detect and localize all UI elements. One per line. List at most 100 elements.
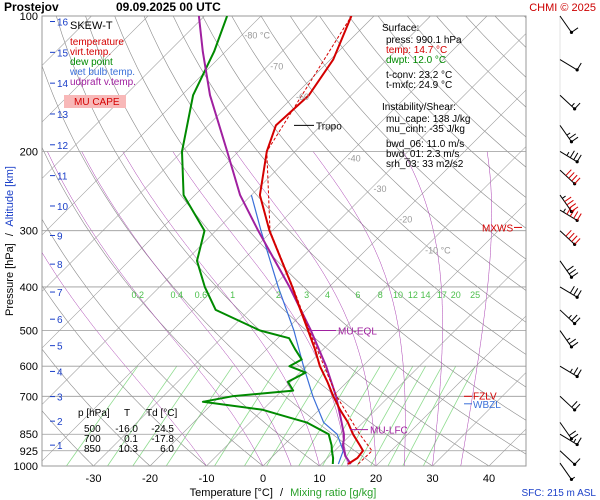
- wbzl-label: WBZL: [473, 400, 501, 411]
- wind-barb-halfflag: [569, 368, 573, 373]
- wind-barb-flag: [576, 213, 582, 221]
- dry-adiabat-line: [143, 16, 526, 421]
- altitude-tick-label: 10: [57, 202, 69, 213]
- mxws-label: MXWS: [482, 223, 513, 234]
- wind-barb-flag: [571, 272, 579, 278]
- instability-line: bwd_06: 11.0 m/s: [386, 139, 464, 150]
- datetime-label: 09.09.2025 00 UTC: [116, 0, 221, 14]
- isotherm-line: [42, 16, 318, 292]
- wind-barb-flag: [571, 27, 579, 33]
- wind-barb-staff: [559, 15, 572, 33]
- wind-barb-staff: [559, 94, 575, 110]
- legend-item: virt.temp.: [70, 47, 111, 58]
- wind-barb-halfflag: [571, 476, 576, 480]
- dry-adiabat-line: [231, 16, 526, 323]
- table-cell: 6.0: [160, 444, 174, 455]
- mixing-ratio-line: [356, 366, 414, 466]
- wind-barb: [559, 125, 579, 144]
- altitude-tick-label: 4: [57, 367, 63, 378]
- wind-barb-flag: [574, 102, 581, 110]
- legend-item: temperature: [70, 37, 124, 48]
- surface-temp: temp: 14.7 °C: [386, 45, 447, 56]
- table-cell: -17.8: [151, 434, 174, 445]
- isotherm-line: [42, 16, 431, 405]
- altitude-tick-label: 8: [57, 260, 63, 271]
- wind-barb-flag: [568, 338, 577, 345]
- altitude-tick-label: 1: [57, 441, 63, 452]
- temperature-tick-label: -20: [142, 473, 158, 485]
- wind-barb-flag: [576, 437, 582, 445]
- wind-barb-staff: [559, 194, 572, 212]
- temperature-tick-label: -30: [86, 473, 102, 485]
- dry-adiabat-line: [172, 16, 526, 388]
- legend-title: SKEW-T: [70, 20, 113, 32]
- wind-barb-flag: [571, 206, 579, 212]
- isotherm-line: [375, 315, 526, 466]
- temperature-tick-label: 0: [260, 473, 266, 485]
- wind-barb-staff: [559, 309, 575, 324]
- altitude-tick-label: 9: [57, 231, 63, 242]
- wind-barb-flag: [576, 62, 582, 71]
- wind-barb-flag: [566, 199, 574, 206]
- wind-barb-flag: [569, 209, 575, 217]
- wind-barb-flag: [568, 203, 577, 209]
- wind-barb-flag: [566, 265, 574, 272]
- wind-barb-halfflag: [566, 337, 571, 341]
- mixing-ratio-line: [107, 365, 178, 466]
- dry-adiabat-line: [319, 16, 526, 229]
- altitude-tick-label: 14: [57, 79, 69, 90]
- pressure-tick-label: 850: [20, 429, 38, 441]
- wind-barb-flag: [574, 317, 581, 324]
- surface-press: press: 990.1 hPa: [386, 35, 462, 46]
- table-cell: 0.1: [124, 434, 138, 445]
- instability-line: srh_03: 33 m2/s2: [386, 159, 464, 170]
- wind-barb-halfflag: [566, 151, 570, 156]
- altitude-tick-label: 6: [57, 315, 63, 326]
- wind-barb-flag: [568, 172, 575, 179]
- wind-barb: [559, 309, 581, 326]
- wind-barb: [559, 450, 581, 467]
- isotherm-label: -30: [373, 184, 386, 194]
- xlabel-sep: /: [280, 487, 284, 499]
- ylabel-sep: /: [4, 232, 16, 236]
- isotherm-label: -50: [322, 123, 335, 133]
- tropo-label: Tropo: [316, 121, 342, 132]
- isotherm-line: [42, 16, 205, 179]
- table-cell: 700: [84, 434, 101, 445]
- wind-barb-flag: [574, 177, 581, 185]
- sfc-label: SFC: 215 m ASL: [522, 488, 597, 499]
- mixing-ratio-line: [244, 365, 307, 466]
- axes: -80 °C -70 -60 -50 -40 -30 -20 -10 °C 0.2 0.4 0.6 1…: [14, 11, 496, 485]
- wind-barb-flag: [576, 369, 582, 377]
- mixing-ratio-label: 10: [393, 290, 403, 300]
- levels-table: p [hPa] T Td [°C] 500 -16.0 -24.5 700 0.…: [78, 408, 177, 455]
- wind-barb: [559, 422, 579, 441]
- svg-text:Pressure [hPa] / A: Pressure [hPa] / Altitude [km]: [4, 166, 16, 316]
- pressure-tick-label: 500: [20, 326, 38, 338]
- wind-barb-staff: [559, 422, 572, 440]
- wind-barbs: [559, 15, 582, 482]
- isotherm-line: [42, 16, 262, 236]
- table-cell: 850: [84, 444, 101, 455]
- wind-barb: [559, 94, 581, 111]
- mixing-ratio-label: 3: [304, 290, 309, 300]
- dry-adiabat-line: [289, 16, 526, 260]
- wind-barb-flag: [571, 235, 578, 242]
- isotherm-line: [432, 372, 526, 466]
- wind-barb-flag: [571, 433, 579, 440]
- instability-line: mu_cinh: -35 J/kg: [386, 124, 465, 135]
- temperature-tick-label: 30: [426, 473, 438, 485]
- temperature-tick-label: 40: [483, 473, 495, 485]
- table-header: Td [°C]: [146, 408, 177, 419]
- mixing-ratio-line: [214, 365, 279, 466]
- wind-barb-halfflag: [562, 195, 566, 199]
- wind-barb-flag: [571, 136, 579, 143]
- wind-barb: [559, 169, 581, 186]
- wind-barb-staff: [559, 395, 575, 411]
- mixing-ratio-line: [266, 365, 328, 466]
- mixing-ratio-label: 4: [325, 290, 330, 300]
- profiles: [181, 16, 373, 465]
- pressure-tick-label: 925: [20, 446, 38, 458]
